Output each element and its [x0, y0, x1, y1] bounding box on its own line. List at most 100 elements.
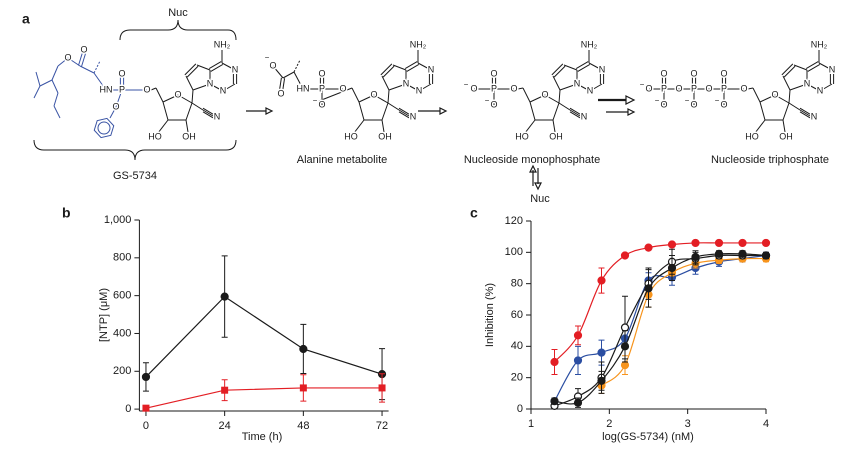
series-line: [145, 387, 383, 409]
marker: [714, 249, 724, 258]
marker: [299, 384, 307, 392]
bond: [783, 65, 796, 78]
y-tick-label: 60: [511, 309, 523, 321]
bond: [67, 57, 81, 67]
bond: [404, 61, 418, 70]
atom-label: OH: [378, 131, 392, 141]
atom-label: OH: [549, 131, 563, 141]
bond: [782, 119, 786, 133]
marker: [620, 361, 630, 370]
x-tick-label: 2: [606, 418, 612, 430]
series-line: [554, 254, 766, 407]
atom-label: N: [207, 78, 214, 88]
bond: [788, 102, 801, 111]
atom-label: −: [464, 80, 469, 89]
y-tick-label: 1,000: [104, 214, 132, 226]
atom-label: −: [655, 96, 660, 105]
bond: [558, 102, 571, 111]
bond: [418, 83, 432, 92]
series-line: [145, 295, 383, 378]
bond: [392, 64, 407, 71]
bond: [184, 63, 197, 76]
y-tick-label: 400: [113, 327, 131, 339]
bond: [799, 107, 811, 115]
atom-label: −: [485, 96, 490, 105]
marker: [550, 397, 559, 406]
bond: [552, 119, 556, 133]
marker: [691, 238, 700, 248]
bond: [552, 75, 561, 91]
bond: [351, 87, 360, 103]
marker: [738, 249, 747, 258]
bond: [39, 79, 53, 87]
scheme-label: Nuc: [168, 7, 188, 19]
bond: [51, 79, 59, 94]
marker: [597, 348, 606, 357]
bond: [293, 59, 301, 73]
bracket: [33, 139, 237, 161]
atom-label: O: [64, 52, 71, 62]
atom-label: O: [740, 83, 747, 93]
bond: [807, 63, 821, 72]
bond: [57, 57, 69, 67]
bond: [353, 119, 365, 134]
atom-label: N: [811, 111, 818, 121]
atom-label: N: [599, 64, 606, 74]
bond: [196, 64, 211, 71]
structure-name: Alanine metabolite: [297, 154, 388, 166]
bond: [569, 107, 581, 115]
atom-label: O: [490, 99, 497, 109]
bond: [186, 65, 199, 78]
atom-label: −: [313, 96, 318, 105]
bond: [782, 75, 791, 91]
bond: [177, 94, 193, 104]
bond: [577, 63, 591, 72]
bond: [222, 83, 236, 92]
bond: [747, 87, 754, 90]
atom-label: N: [428, 64, 435, 74]
atom-label: O: [174, 89, 181, 99]
atom-label: NH₂: [410, 39, 427, 49]
y-tick-label: 0: [517, 403, 523, 415]
atom-label: O: [660, 99, 667, 109]
bond: [558, 89, 561, 104]
bond: [282, 78, 286, 92]
atom-label: O: [118, 68, 125, 78]
atom-label: O: [318, 99, 325, 109]
bond: [782, 102, 790, 121]
marker: [620, 251, 630, 260]
arrows: [246, 95, 636, 191]
atom-label: N: [817, 85, 824, 95]
atom-label: N: [574, 78, 581, 88]
bond: [576, 83, 591, 92]
marker: [738, 238, 747, 248]
bond: [192, 83, 211, 91]
bond: [358, 94, 375, 103]
atom-label: O: [339, 83, 346, 93]
bond: [380, 63, 393, 76]
marker: [644, 284, 653, 293]
bond: [788, 89, 791, 104]
atom-label: OH: [779, 131, 793, 141]
bond: [417, 62, 432, 71]
bond: [387, 89, 390, 104]
y-tick-label: 600: [113, 290, 131, 302]
x-tick-label: 4: [763, 418, 769, 430]
bond: [759, 94, 776, 103]
bond: [191, 89, 194, 104]
atom-label: O: [771, 89, 778, 99]
y-tick-label: 20: [511, 372, 523, 384]
marker: [597, 276, 606, 285]
atom-label: O: [370, 89, 377, 99]
atom-label: HN: [297, 83, 310, 93]
bond: [759, 101, 766, 121]
bond: [406, 63, 420, 72]
bond: [799, 111, 811, 119]
y-tick-label: 100: [505, 246, 523, 258]
bond: [202, 109, 214, 117]
bond: [53, 92, 59, 107]
atom-label: O: [645, 83, 652, 93]
panel-label: a: [22, 11, 30, 27]
bond: [202, 111, 214, 119]
